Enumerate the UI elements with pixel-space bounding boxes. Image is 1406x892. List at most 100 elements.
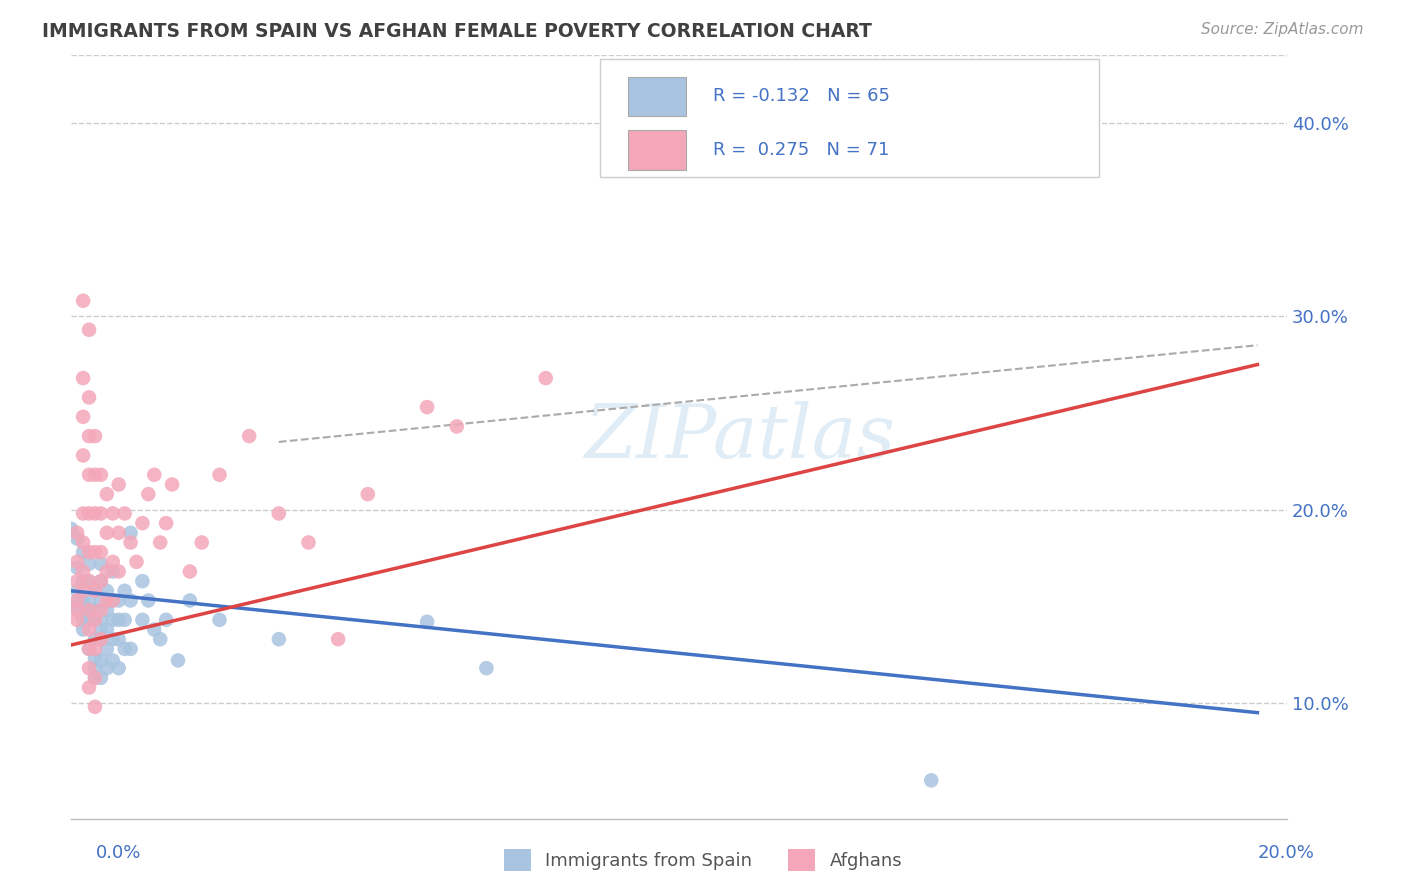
Point bbox=[72, 371, 94, 385]
Text: 20.0%: 20.0% bbox=[1258, 844, 1315, 862]
Point bbox=[66, 574, 89, 589]
Point bbox=[84, 603, 107, 617]
Point bbox=[90, 603, 112, 617]
Point bbox=[66, 532, 89, 546]
Point bbox=[84, 467, 107, 482]
Point bbox=[920, 773, 942, 788]
Point bbox=[84, 651, 107, 665]
Point bbox=[131, 516, 153, 530]
Point bbox=[416, 400, 439, 414]
Point bbox=[125, 555, 148, 569]
Point bbox=[114, 507, 136, 521]
Point bbox=[138, 487, 160, 501]
Point bbox=[208, 613, 231, 627]
Point bbox=[101, 613, 124, 627]
Point bbox=[96, 593, 118, 607]
FancyBboxPatch shape bbox=[628, 130, 686, 169]
Point bbox=[534, 371, 557, 385]
Point bbox=[357, 487, 380, 501]
Point bbox=[77, 557, 100, 571]
Point bbox=[77, 641, 100, 656]
Point bbox=[114, 613, 136, 627]
Point bbox=[77, 623, 100, 637]
Point bbox=[84, 661, 107, 675]
Point bbox=[238, 429, 260, 443]
Point bbox=[66, 583, 89, 598]
Point bbox=[84, 583, 107, 598]
Point bbox=[143, 623, 166, 637]
Text: R = -0.132   N = 65: R = -0.132 N = 65 bbox=[713, 87, 890, 105]
Text: 0.0%: 0.0% bbox=[96, 844, 141, 862]
Point bbox=[66, 603, 89, 617]
Point bbox=[72, 583, 94, 598]
Point bbox=[120, 641, 142, 656]
Point bbox=[66, 613, 89, 627]
Point bbox=[167, 653, 190, 667]
Point bbox=[72, 565, 94, 579]
Point bbox=[179, 565, 201, 579]
Point bbox=[72, 293, 94, 308]
Point bbox=[90, 653, 112, 667]
Point bbox=[160, 477, 183, 491]
Point bbox=[90, 467, 112, 482]
Point bbox=[84, 429, 107, 443]
Point bbox=[107, 632, 129, 647]
Point bbox=[77, 603, 100, 617]
Point bbox=[101, 593, 124, 607]
Point bbox=[114, 583, 136, 598]
Point bbox=[446, 419, 468, 434]
Point bbox=[155, 613, 177, 627]
Point bbox=[77, 661, 100, 675]
Point bbox=[90, 632, 112, 647]
Point bbox=[96, 641, 118, 656]
Point bbox=[66, 525, 89, 540]
Point bbox=[77, 574, 100, 589]
Point bbox=[77, 545, 100, 559]
Text: IMMIGRANTS FROM SPAIN VS AFGHAN FEMALE POVERTY CORRELATION CHART: IMMIGRANTS FROM SPAIN VS AFGHAN FEMALE P… bbox=[42, 22, 872, 41]
Point bbox=[120, 535, 142, 549]
Point bbox=[66, 593, 89, 607]
Text: ZIPatlas: ZIPatlas bbox=[585, 401, 896, 474]
Point bbox=[77, 391, 100, 405]
Point bbox=[90, 671, 112, 685]
Point bbox=[96, 525, 118, 540]
Point bbox=[120, 525, 142, 540]
Point bbox=[77, 429, 100, 443]
Point bbox=[90, 574, 112, 589]
Point bbox=[72, 535, 94, 549]
Point bbox=[107, 661, 129, 675]
Point bbox=[90, 507, 112, 521]
Point bbox=[267, 632, 290, 647]
Point bbox=[84, 632, 107, 647]
Point bbox=[90, 613, 112, 627]
Point bbox=[90, 557, 112, 571]
Point bbox=[66, 560, 89, 574]
Point bbox=[101, 653, 124, 667]
Point bbox=[475, 661, 498, 675]
FancyBboxPatch shape bbox=[628, 77, 686, 116]
Point bbox=[84, 613, 107, 627]
Point bbox=[101, 632, 124, 647]
Point bbox=[66, 555, 89, 569]
Point bbox=[77, 467, 100, 482]
Point bbox=[101, 555, 124, 569]
Point bbox=[131, 574, 153, 589]
Point bbox=[77, 574, 100, 589]
Point bbox=[96, 583, 118, 598]
Point bbox=[190, 535, 212, 549]
Point bbox=[77, 641, 100, 656]
Point bbox=[326, 632, 349, 647]
Point bbox=[131, 613, 153, 627]
Point bbox=[60, 522, 83, 536]
Point bbox=[77, 603, 100, 617]
Legend: Immigrants from Spain, Afghans: Immigrants from Spain, Afghans bbox=[496, 842, 910, 879]
Point bbox=[107, 593, 129, 607]
Point bbox=[84, 613, 107, 627]
Point bbox=[101, 565, 124, 579]
Point bbox=[114, 641, 136, 656]
Point bbox=[84, 671, 107, 685]
Point bbox=[96, 487, 118, 501]
Point bbox=[101, 593, 124, 607]
Point bbox=[107, 525, 129, 540]
Point bbox=[107, 565, 129, 579]
